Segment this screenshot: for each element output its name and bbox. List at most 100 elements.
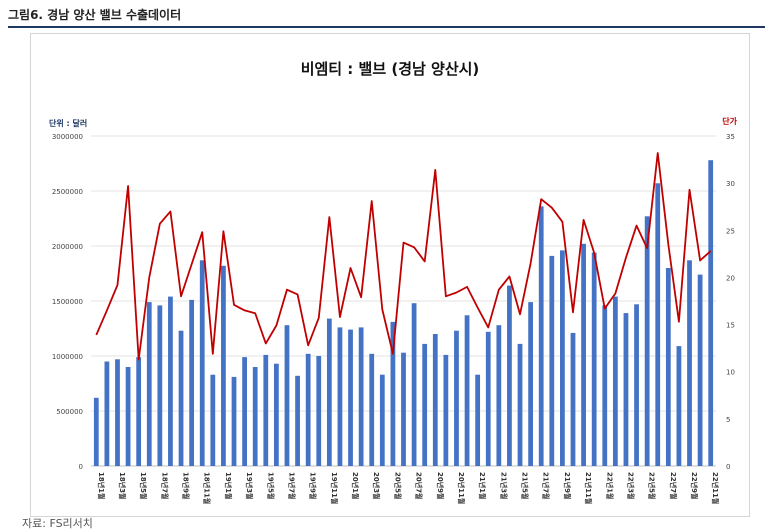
bar: [655, 183, 661, 467]
right-tick-label: 20: [726, 274, 735, 282]
bar: [496, 325, 502, 466]
bar: [337, 327, 343, 466]
x-tick-label: 22년7월: [669, 472, 678, 500]
bar: [295, 375, 300, 466]
bar: [464, 315, 470, 466]
x-tick-label: 22년11월: [711, 472, 720, 504]
left-tick-label: 1500000: [52, 298, 83, 306]
x-tick-label: 20년5월: [393, 472, 402, 500]
chart-frame: 비엠티 : 밸브 (경남 양산시) 0 500000 1000000 1500000 2…: [30, 33, 750, 517]
x-tick-label: 20년11월: [457, 472, 466, 504]
x-tick-label: 19년9월: [309, 472, 318, 500]
figure-title: 그림6. 경남 양산 밸브 수출데이터: [8, 8, 182, 22]
x-tick-label: 18년11월: [203, 472, 212, 504]
left-tick-label: 3000000: [52, 133, 83, 141]
chart-svg: 0 500000 1000000 1500000 2000000 2500000 30000…: [49, 116, 738, 504]
x-tick-label: 20년9월: [436, 472, 445, 500]
bar: [263, 354, 269, 466]
title-rule: [8, 26, 765, 28]
x-tick-label: 22년9월: [690, 472, 699, 500]
bar: [104, 361, 110, 466]
chart-title: 비엠티 : 밸브 (경남 양산시): [300, 60, 480, 78]
right-tick-label: 15: [726, 322, 735, 330]
bar: [676, 346, 682, 466]
bar: [284, 325, 290, 466]
bar: [252, 367, 258, 466]
bar: [273, 363, 279, 466]
bar: [432, 334, 438, 466]
bar: [178, 330, 184, 466]
bar: [528, 302, 534, 466]
bar: [369, 353, 375, 466]
bar: [570, 332, 576, 466]
bar: [602, 305, 608, 466]
right-axis-label: 단가: [722, 116, 737, 126]
bar: [549, 255, 555, 466]
x-tick-label: 18년3월: [118, 472, 127, 500]
left-tick-label: 2500000: [52, 188, 83, 196]
bar: [115, 359, 120, 466]
right-tick-label: 30: [726, 180, 735, 188]
left-tick-label: 0: [79, 463, 83, 471]
bar: [199, 260, 205, 466]
left-tick-label: 2000000: [52, 243, 83, 251]
bar: [560, 250, 565, 466]
bar: [475, 374, 481, 466]
x-tick-label: 22년1월: [605, 472, 614, 500]
bar: [125, 367, 131, 466]
right-tick-label: 25: [726, 227, 735, 235]
bar: [136, 357, 142, 466]
bar: [507, 285, 512, 466]
bar: [221, 265, 226, 466]
bar: [379, 374, 385, 466]
bar: [665, 268, 671, 466]
x-tick-label: 19년5월: [266, 472, 275, 500]
bar: [411, 303, 417, 466]
bar: [697, 274, 703, 466]
bar: [634, 304, 639, 466]
x-tick-label: 19년1월: [224, 472, 233, 500]
left-axis-label: 단위 : 달러: [49, 118, 87, 128]
x-tick-label: 22년5월: [648, 472, 657, 500]
left-tick-label: 500000: [56, 408, 83, 416]
bar: [146, 302, 152, 466]
x-tick-label: 21년1월: [478, 472, 487, 500]
source-note: 자료: FS리서치: [22, 517, 93, 530]
unit-price-line: [95, 152, 712, 361]
bar: [210, 374, 216, 466]
right-tick-label: 5: [726, 416, 730, 424]
x-tick-label: 21년9월: [563, 472, 572, 500]
x-tick-label: 19년3월: [245, 472, 254, 500]
bar: [401, 352, 406, 466]
x-tick-label: 21년5월: [521, 472, 530, 500]
bar: [485, 331, 491, 466]
x-tick-label: 21년7월: [542, 472, 551, 500]
x-tick-label: 21년11월: [584, 472, 593, 504]
x-tick-label: 18년5월: [139, 472, 148, 500]
bar: [242, 357, 247, 466]
x-tick-label: 18년1월: [97, 472, 106, 500]
bar: [348, 329, 353, 466]
left-tick-label: 1000000: [52, 353, 83, 361]
bar: [644, 216, 650, 466]
right-tick-label: 10: [726, 369, 735, 377]
bar: [305, 353, 311, 466]
right-tick-label: 0: [726, 463, 730, 471]
bar: [390, 321, 396, 466]
bar: [231, 376, 237, 466]
x-tick-label: 18년9월: [182, 472, 191, 500]
x-tick-label: 22년3월: [626, 472, 635, 500]
right-tick-label: 35: [726, 133, 735, 141]
bar: [189, 299, 195, 466]
bar: [708, 160, 714, 466]
bar: [517, 343, 523, 466]
bar: [93, 397, 99, 466]
bar: [591, 252, 597, 466]
bar: [538, 206, 544, 466]
x-tick-label: 21년3월: [499, 472, 508, 500]
bar: [443, 354, 449, 466]
x-tick-label: 19년11월: [330, 472, 339, 504]
bar: [623, 313, 629, 466]
x-tick-label: 20년7월: [415, 472, 424, 500]
bar: [422, 343, 428, 466]
